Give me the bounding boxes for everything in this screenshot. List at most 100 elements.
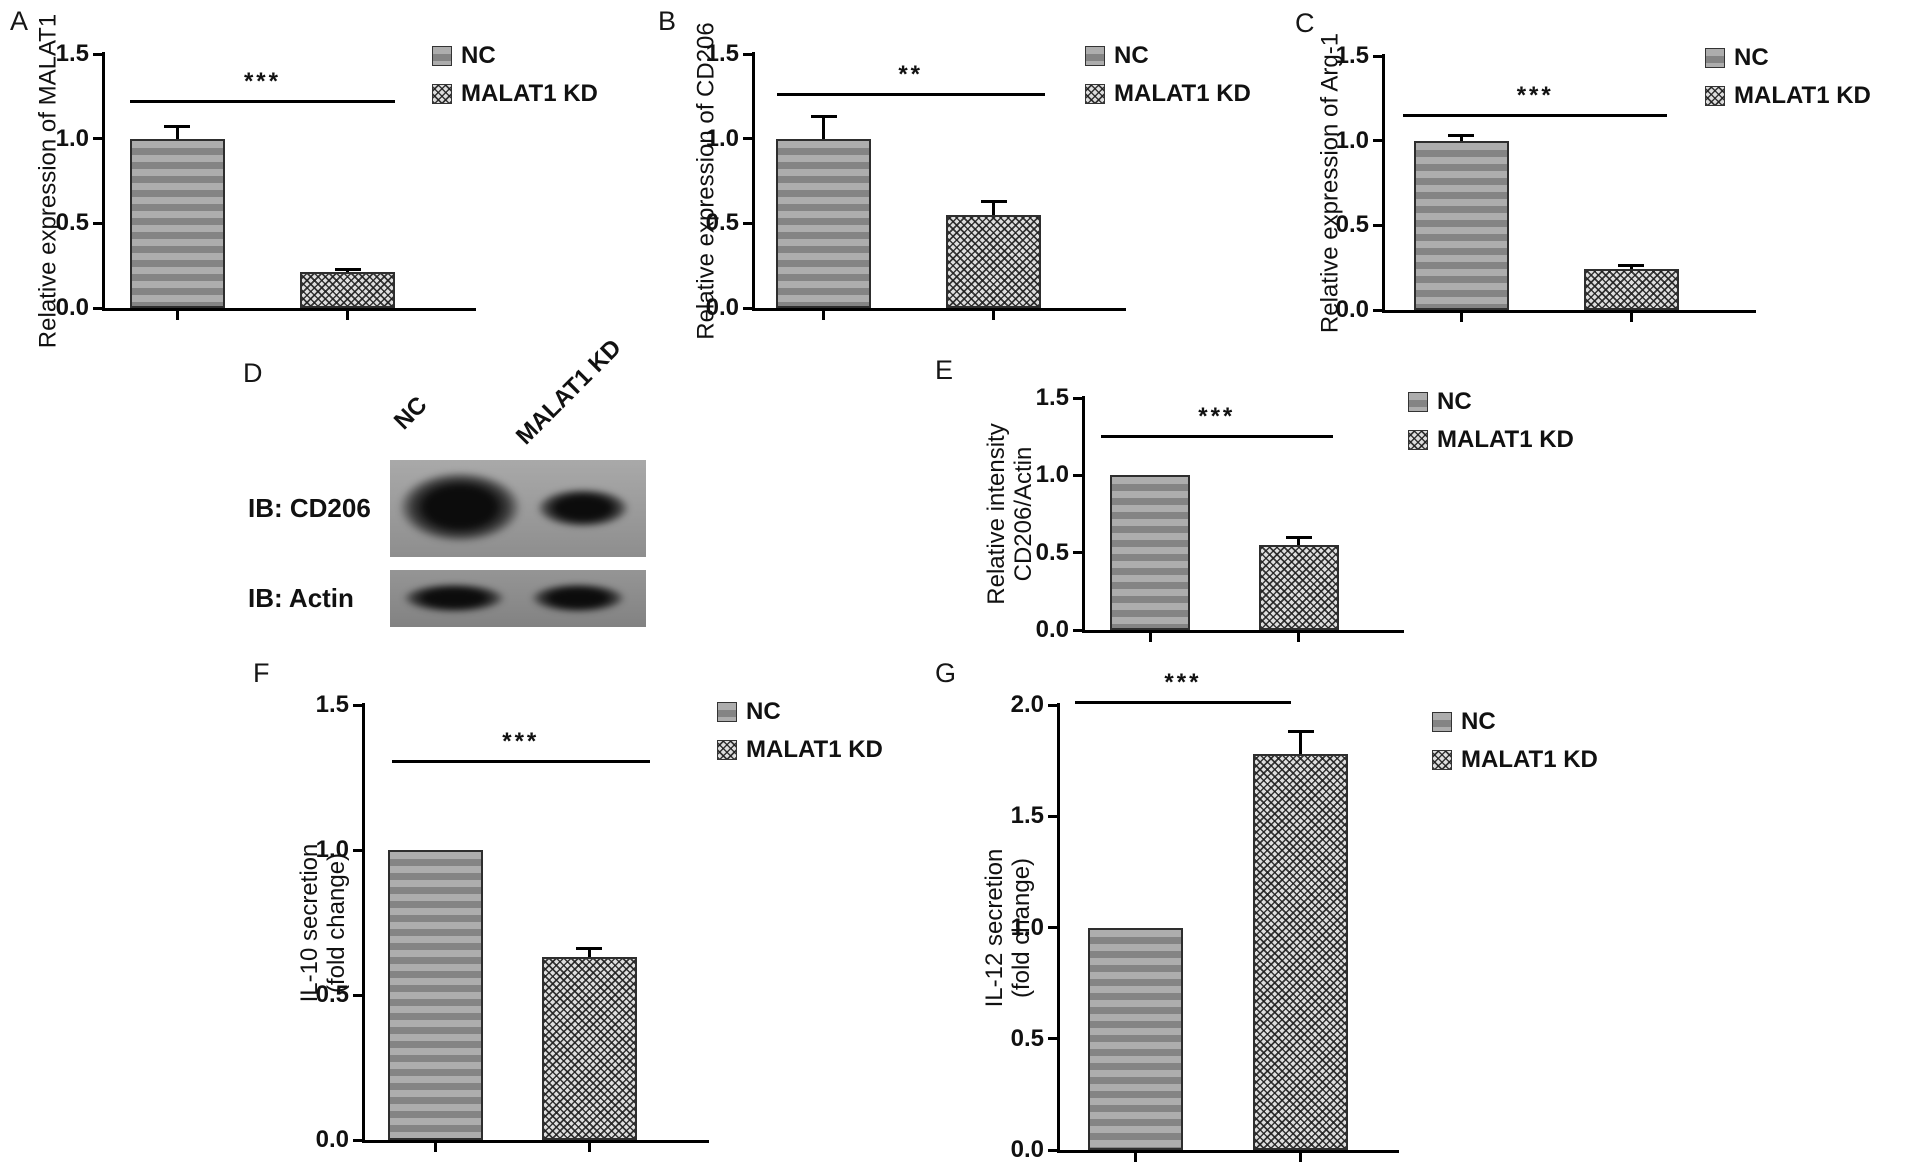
x-axis-line [102,308,476,311]
panel-c: C Relative expression of Arg-1 0.0 0.5 1.0 1… [1290,6,1912,351]
error-bar-line [175,126,179,139]
legend-label-malat1-kd: MALAT1 KD [746,736,883,763]
chart-cd206-expression: Relative expression of CD206 0.0 0.5 1.0 1.5… [648,6,1288,351]
y-axis-label-text: Relative intensity CD206/Actin [983,423,1037,605]
y-tick-mark [93,306,102,310]
legend-item-nc: NC [717,698,883,726]
y-axis-line [1082,396,1085,633]
error-bar-line [1297,537,1301,545]
y-tick-mark [1048,1037,1057,1041]
blot-lane-label-malat1-kd: MALAT1 KD [510,334,627,450]
legend-item-nc: NC [1432,708,1598,736]
panel-e: E Relative intensity CD206/Actin 0.0 0.5 1.0… [930,352,1630,652]
panel-letter-e: E [935,355,954,385]
legend-swatch-malat1-kd [1408,430,1428,450]
legend-item-malat1-kd: MALAT1 KD [1705,82,1871,110]
y-tick-label: 1.0 [1035,461,1069,489]
x-axis-line [1382,310,1756,313]
y-tick-mark [743,137,752,141]
bar-nc [387,850,483,1140]
error-bar-line [822,116,826,139]
panel-letter-d: D [243,358,263,388]
error-bar-cap [576,947,603,951]
y-tick-label: 0.5 [55,209,89,237]
bar-nc [1110,475,1191,630]
error-bar-cap [980,199,1007,203]
legend: NC MALAT1 KD [432,42,598,108]
legend-swatch-malat1-kd [717,740,737,760]
y-tick-label: 0.0 [1035,616,1069,643]
legend-item-malat1-kd: MALAT1 KD [432,80,598,108]
bar-nc [1413,140,1509,310]
legend-label-malat1-kd: MALAT1 KD [1734,82,1871,109]
x-tick-mark [992,311,996,320]
error-bar-line [992,201,996,215]
y-tick-mark [1048,926,1057,929]
significance-stars: *** [502,728,540,755]
legend: NC MALAT1 KD [717,698,883,764]
y-tick-label: 1.0 [55,124,89,152]
chart-arg1-expression: Relative expression of Arg-1 0.0 0.5 1.0 1.5… [1290,6,1912,351]
y-tick-mark [1373,139,1382,143]
error-bar-line [1629,265,1633,270]
y-tick-mark [93,221,102,225]
legend-label-nc: NC [746,698,781,725]
y-axis-label-text: Relative expression of Arg-1 [1316,32,1344,334]
y-axis-line [752,52,755,311]
x-tick-mark [587,1143,591,1152]
legend-swatch-nc [1705,48,1725,68]
legend-item-malat1-kd: MALAT1 KD [1408,426,1574,454]
error-bar-cap [1287,730,1314,734]
y-axis-line [1382,54,1385,313]
y-tick-label: 0.0 [1335,296,1369,323]
y-tick-mark [1073,628,1082,632]
error-bar-cap [1285,535,1312,539]
y-tick-label: 1.0 [1335,126,1369,154]
y-tick-label: 0.5 [1335,211,1369,239]
significance-stars: ** [898,61,923,88]
y-tick-label: 1.5 [315,691,349,718]
bar-nc [129,138,225,308]
legend-label-nc: NC [1114,42,1149,69]
y-tick-mark [1048,814,1057,818]
y-tick-mark [1373,54,1382,58]
y-tick-mark [93,52,102,56]
x-tick-mark [1134,1153,1138,1162]
legend-swatch-nc [1085,46,1105,66]
chart-malat1-expression: Relative expression of MALAT1 0.0 0.5 1.0 1.… [8,6,648,351]
legend-item-malat1-kd: MALAT1 KD [717,736,883,764]
y-tick-mark [1373,308,1382,312]
x-tick-mark [433,1143,437,1152]
x-axis-line [362,1140,709,1143]
y-tick-mark [1048,703,1057,707]
blot-lane-label-nc: NC [388,391,433,435]
bar-malat1-kd [541,957,637,1140]
y-tick-label: 1.5 [55,40,89,67]
significance-line [130,100,395,103]
panel-letter-b: B [658,6,677,36]
legend-swatch-malat1-kd [1085,84,1105,104]
bar-malat1-kd [1583,269,1679,310]
error-bar-cap [1618,264,1645,268]
y-tick-mark [1048,1148,1057,1152]
bar-malat1-kd [300,272,396,308]
panel-letter-c: C [1295,8,1315,38]
legend-swatch-nc [1432,712,1452,732]
legend-item-nc: NC [432,42,598,70]
x-tick-mark [1629,313,1633,322]
x-tick-mark [1299,1153,1303,1162]
y-tick-label: 1.5 [1335,42,1369,69]
y-axis-label-text: IL-10 secretion (fold change) [296,843,350,1002]
error-bar-cap [164,125,191,129]
bar-malat1-kd [1258,544,1339,630]
y-tick-label: 0.5 [315,981,349,1008]
legend-swatch-malat1-kd [1705,86,1725,106]
legend: NC MALAT1 KD [1705,44,1871,110]
significance-line [1403,114,1668,117]
y-axis-line [1057,703,1060,1153]
error-bar-cap [334,267,361,271]
panel-f: F IL-10 secretion (fold change) 0.0 0.5 1.0 1… [245,648,905,1162]
panel-letter-f: F [253,658,270,688]
x-tick-mark [1148,633,1152,642]
blot-band-cd206-malat1-kd [536,488,630,528]
